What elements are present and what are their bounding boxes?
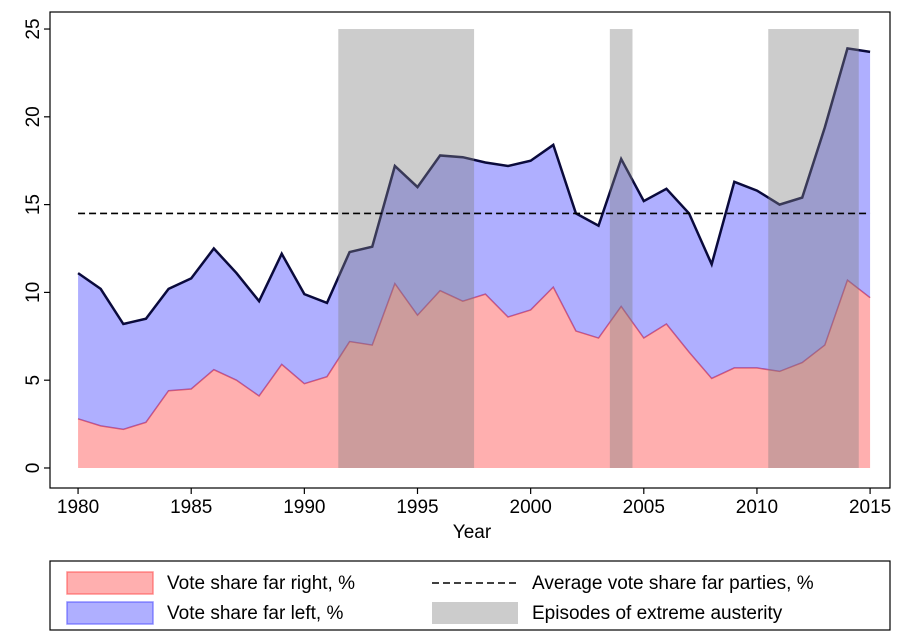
- area: [78, 48, 871, 430]
- y-tick-label: 0: [23, 463, 44, 474]
- austerity-episode: [768, 29, 859, 468]
- x-tick-label: 1985: [170, 497, 212, 518]
- austerity-episode: [338, 29, 475, 468]
- x-tick-label: 2000: [510, 497, 552, 518]
- y-tick-label: 20: [23, 106, 44, 127]
- y-tick-label: 10: [23, 282, 44, 303]
- x-tick-label: 1990: [283, 497, 325, 518]
- area: [78, 280, 871, 468]
- legend-label: Vote share far left, %: [167, 603, 343, 624]
- area-line: [77, 278, 871, 431]
- legend-label: Episodes of extreme austerity: [532, 603, 783, 624]
- legend-swatch: [66, 571, 154, 595]
- legend-box: [49, 560, 891, 631]
- x-axis-label: Year: [453, 522, 492, 543]
- legend-swatch: [66, 601, 154, 625]
- x-tick-label: 1980: [57, 497, 99, 518]
- legend-label: Average vote share far parties, %: [532, 573, 814, 594]
- x-tick-label: 2010: [736, 497, 778, 518]
- legend-label: Vote share far right, %: [167, 573, 355, 594]
- x-tick-label: 1995: [396, 497, 438, 518]
- x-tick-label: 2005: [623, 497, 665, 518]
- area-line: [77, 46, 871, 326]
- y-tick-label: 15: [23, 194, 44, 215]
- y-tick-label: 25: [23, 18, 44, 39]
- plot-frame: [49, 11, 891, 489]
- legend-swatch: [432, 602, 518, 624]
- x-tick-label: 2015: [849, 497, 891, 518]
- y-tick-label: 5: [23, 375, 44, 386]
- austerity-episode: [609, 29, 633, 468]
